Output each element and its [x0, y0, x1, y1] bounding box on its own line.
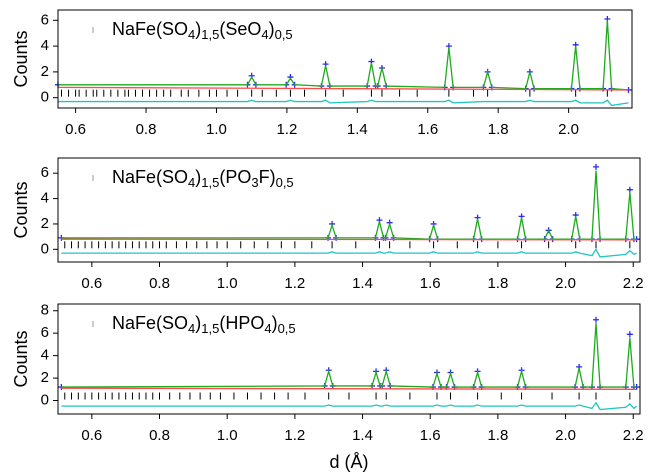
legend-text-part: 3	[251, 175, 258, 190]
legend-text-part: 4	[188, 321, 195, 336]
legend-text-part: 4	[264, 321, 271, 336]
y-tick-label: 8	[41, 302, 49, 319]
legend-text-part: 1,5	[201, 321, 219, 336]
series-line	[61, 248, 637, 258]
y-axis-label: Counts	[11, 330, 31, 387]
plot-frame	[57, 157, 641, 263]
legend-label: NaFe(SO4)1,5(HPO4)0,5	[112, 313, 296, 337]
series-line	[61, 238, 637, 241]
observed-point	[593, 316, 600, 323]
legend-text-part: )	[195, 313, 201, 333]
x-axis-label: d (Å)	[329, 452, 368, 472]
legend-label: NaFe(SO4)1,5(SeO4)0,5	[112, 19, 293, 43]
x-tick-label: 0.8	[149, 427, 170, 444]
legend-text-part: NaFe(SO	[112, 313, 188, 333]
y-tick-label: 6	[41, 11, 49, 28]
x-tick-label: 2.0	[558, 121, 579, 138]
x-tick-label: 1.8	[487, 275, 508, 292]
legend-text-part: 4	[261, 27, 268, 42]
legend-text-part: NaFe(SO	[112, 19, 188, 39]
series-line	[61, 323, 637, 388]
legend-text-part: F)	[259, 167, 276, 187]
legend-text-part: 4	[188, 175, 195, 190]
x-tick-label: 0.6	[81, 427, 102, 444]
plot-frame	[57, 303, 641, 415]
legend-text-part: 4	[188, 27, 195, 42]
observed-point	[626, 186, 633, 193]
y-axis-label: Counts	[11, 30, 31, 87]
observed-point	[593, 163, 600, 170]
x-tick-label: 2.2	[623, 275, 644, 292]
y-tick-label: 6	[41, 164, 49, 181]
y-tick-label: 2	[41, 215, 49, 232]
x-tick-label: 2.0	[555, 427, 576, 444]
series-line	[58, 20, 629, 91]
y-tick-label: 0	[41, 89, 49, 106]
legend-text-part: 1,5	[201, 27, 219, 42]
x-tick-label: 0.8	[149, 275, 170, 292]
x-tick-label: 1.2	[276, 121, 297, 138]
panel: 0.6 0.8 1.0 1.2 1.4 1.6 1.8 2.0 2.2 0 2 4 6 8 Counts d …	[11, 302, 644, 472]
y-tick-label: 2	[41, 369, 49, 386]
legend-text-part: 0,5	[276, 175, 294, 190]
y-axis-label: Counts	[11, 181, 31, 238]
panel: 0.6 0.8 1.0 1.2 1.4 1.6 1.8 2.0 2.2 0 2 4 6 Counts NaF…	[11, 157, 644, 292]
x-tick-label: 1.4	[352, 275, 373, 292]
x-tick-label: 1.0	[217, 427, 238, 444]
x-tick-label: 1.2	[284, 275, 305, 292]
plot-frame	[57, 9, 633, 109]
y-tick-label: 4	[41, 347, 49, 364]
legend-text-part: (HPO	[219, 313, 264, 333]
x-tick-label: 1.0	[206, 121, 227, 138]
legend-text-part: )	[269, 19, 275, 39]
observed-point	[626, 331, 633, 338]
x-tick-label: 0.6	[65, 121, 86, 138]
y-tick-label: 0	[41, 240, 49, 257]
x-tick-label: 1.6	[420, 275, 441, 292]
legend-text-part: 1,5	[201, 175, 219, 190]
series-line	[61, 401, 638, 411]
legend-label: NaFe(SO4)1,5(PO3F)0,5	[112, 167, 294, 191]
legend-text-part: 0,5	[278, 321, 296, 336]
y-tick-label: 0	[41, 391, 49, 408]
y-tick-label: 2	[41, 63, 49, 80]
y-tick-label: 4	[41, 37, 49, 54]
x-tick-label: 1.8	[487, 427, 508, 444]
legend-text-part: NaFe(SO	[112, 167, 188, 187]
x-tick-label: 1.6	[420, 427, 441, 444]
series-line	[61, 387, 637, 390]
x-tick-label: 2.2	[623, 427, 644, 444]
legend-text-part: )	[195, 19, 201, 39]
x-tick-label: 1.2	[284, 427, 305, 444]
x-tick-label: 0.6	[81, 275, 102, 292]
x-tick-label: 1.8	[488, 121, 509, 138]
x-tick-label: 1.0	[217, 275, 238, 292]
legend-text-part: )	[195, 167, 201, 187]
x-tick-label: 1.4	[352, 427, 373, 444]
legend-text-part: (SeO	[219, 19, 261, 39]
y-tick-label: 6	[41, 324, 49, 341]
legend-text-part: 0,5	[275, 27, 293, 42]
y-tick-label: 4	[41, 190, 49, 207]
x-tick-label: 1.4	[347, 121, 368, 138]
legend-text-part: )	[272, 313, 278, 333]
x-tick-label: 2.0	[555, 275, 576, 292]
panel: 0.6 0.8 1.0 1.2 1.4 1.6 1.8 2.0 0 2 4 6 Counts NaFe(S…	[11, 9, 633, 138]
x-tick-label: 1.6	[417, 121, 438, 138]
x-tick-label: 0.8	[136, 121, 157, 138]
legend-text-part: (PO	[219, 167, 251, 187]
series-line	[57, 86, 629, 91]
series-line	[58, 99, 629, 107]
